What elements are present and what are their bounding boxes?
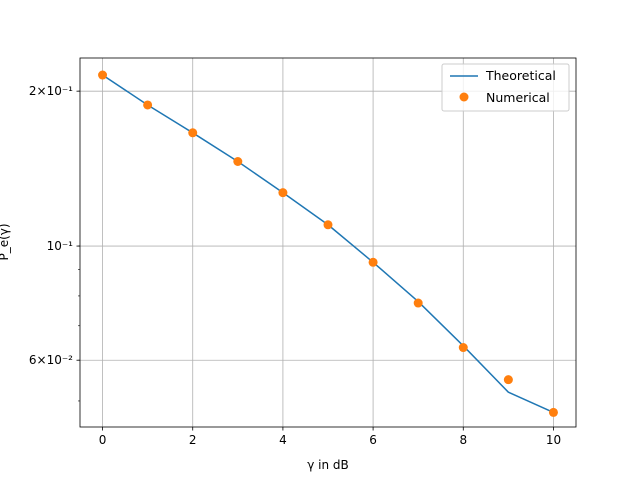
data-point-numerical [278, 188, 288, 198]
legend-label-numerical: Numerical [486, 90, 550, 105]
x-tick-label: 2 [189, 433, 197, 447]
data-point-numerical [188, 128, 198, 138]
data-point-numerical [98, 70, 108, 80]
data-point-numerical [548, 407, 558, 417]
y-tick-label: 6×10⁻² [29, 353, 73, 367]
ticks: 0 2 4 6 8 10 2×10⁻¹ 10⁻¹ 6×10⁻² [29, 84, 561, 447]
x-tick-label: 8 [459, 433, 467, 447]
data-point-numerical [458, 343, 468, 353]
x-tick-label: 10 [546, 433, 561, 447]
series-layer [98, 70, 558, 417]
plot-background [80, 58, 576, 427]
plot-frame [79, 57, 577, 428]
data-point-numerical [143, 100, 153, 110]
legend-swatch-numerical [459, 92, 469, 102]
data-point-numerical [368, 257, 378, 267]
data-point-numerical [323, 220, 333, 230]
data-point-numerical [413, 298, 423, 308]
x-tick-label: 6 [369, 433, 377, 447]
x-tick-label: 0 [99, 433, 107, 447]
grid [80, 58, 576, 427]
data-point-numerical [503, 375, 513, 385]
y-tick-label: 2×10⁻¹ [29, 84, 73, 98]
y-tick-label: 10⁻¹ [47, 239, 74, 253]
legend: Theoretical Numerical [441, 63, 570, 112]
x-axis-label: γ in dB [307, 458, 349, 472]
data-point-numerical [233, 156, 243, 166]
x-tick-label: 4 [279, 433, 287, 447]
y-axis-label: P_e(γ) [0, 223, 11, 260]
legend-label-theoretical: Theoretical [485, 68, 556, 83]
